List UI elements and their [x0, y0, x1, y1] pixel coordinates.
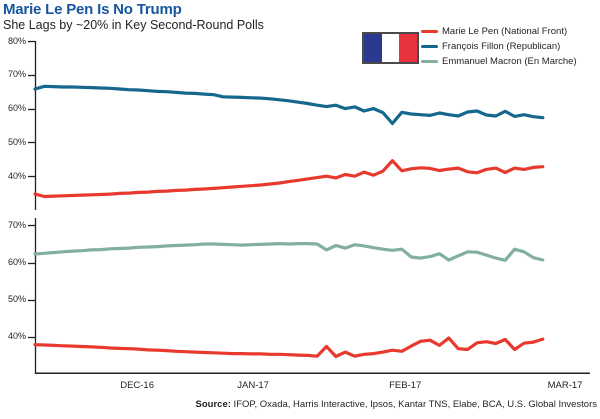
chart-title: Marie Le Pen Is No Trump: [3, 1, 182, 18]
series-line-le: [33, 336, 545, 359]
ytick-50: 50%: [7, 294, 26, 305]
macron-line-swatch: [421, 60, 438, 63]
ytick-80: 80%: [7, 35, 26, 46]
ytick-70: 70%: [7, 219, 26, 230]
ytick-70: 70%: [7, 69, 26, 80]
series-line-fillon: [33, 84, 545, 126]
xtick-jan-17: JAN-17: [237, 380, 269, 391]
flag-stripe-red: [399, 34, 418, 62]
series-line-le: [33, 159, 545, 199]
lepen-line-swatch: [421, 30, 438, 33]
ytick-40: 40%: [7, 331, 26, 342]
source-note: Source: IFOP, Oxada, Harris Interactive,…: [196, 399, 597, 410]
flag-stripe-white: [381, 34, 400, 62]
xtick-feb-17: FEB-17: [389, 380, 422, 391]
ytick-60: 60%: [7, 257, 26, 268]
ytick-50: 50%: [7, 136, 26, 147]
panel-fillon-vs-lepen: [28, 40, 545, 210]
source-label: Source:: [195, 399, 231, 410]
legend: Marie Le Pen (National Front) François F…: [421, 24, 600, 69]
legend-item-lepen: Marie Le Pen (National Front): [421, 24, 600, 39]
flag-stripe-blue: [364, 34, 382, 62]
source-text: IFOP, Oxada, Harris Interactive, Ipsos, …: [230, 399, 597, 410]
legend-item-macron: Emmanuel Macron (En Marche): [421, 54, 600, 69]
xtick-mar-17: MAR-17: [547, 380, 583, 391]
ytick-40: 40%: [7, 170, 26, 181]
legend-item-fillon: François Fillon (Republican): [421, 39, 600, 54]
legend-label-macron: Emmanuel Macron (En Marche): [442, 56, 577, 67]
legend-label-lepen: Marie Le Pen (National Front): [442, 26, 568, 37]
french-flag-icon: [362, 32, 419, 64]
fillon-line-swatch: [421, 45, 438, 48]
panel-macron-vs-lepen: [28, 218, 590, 374]
chart-subtitle: She Lags by ~20% in Key Second-Round Pol…: [3, 18, 264, 32]
xtick-dec-16: DEC-16: [120, 380, 154, 391]
ytick-60: 60%: [7, 103, 26, 114]
series-line-macron: [33, 242, 545, 262]
legend-label-fillon: François Fillon (Republican): [442, 41, 561, 52]
